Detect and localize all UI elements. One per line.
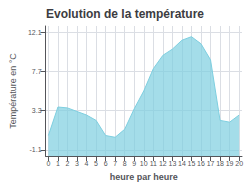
svg-text:7: 7 (113, 160, 117, 167)
svg-text:2: 2 (66, 160, 70, 167)
svg-text:10: 10 (140, 160, 148, 167)
svg-text:11: 11 (150, 160, 157, 167)
svg-text:17: 17 (207, 160, 215, 167)
svg-text:3.3: 3.3 (32, 107, 42, 114)
svg-text:9: 9 (132, 160, 136, 167)
svg-text:18: 18 (216, 160, 224, 167)
svg-text:20: 20 (235, 160, 243, 167)
svg-text:15: 15 (188, 160, 196, 167)
svg-text:14: 14 (178, 160, 186, 167)
svg-text:7.7: 7.7 (32, 68, 42, 75)
svg-text:Température en °C: Température en °C (8, 53, 18, 129)
svg-text:5: 5 (94, 160, 98, 167)
svg-text:8: 8 (123, 160, 127, 167)
svg-text:heure par heure: heure par heure (110, 172, 178, 182)
svg-text:3: 3 (75, 160, 79, 167)
svg-text:0: 0 (46, 160, 50, 167)
svg-text:Evolution de la température: Evolution de la température (46, 7, 204, 21)
svg-text:-1.1: -1.1 (29, 146, 41, 153)
svg-text:1: 1 (56, 160, 60, 167)
svg-text:4: 4 (85, 160, 89, 167)
svg-text:19: 19 (226, 160, 234, 167)
svg-text:13: 13 (168, 160, 176, 167)
svg-text:6: 6 (104, 160, 108, 167)
svg-text:12.1: 12.1 (28, 29, 42, 36)
svg-text:12: 12 (159, 160, 167, 167)
svg-text:16: 16 (197, 160, 205, 167)
